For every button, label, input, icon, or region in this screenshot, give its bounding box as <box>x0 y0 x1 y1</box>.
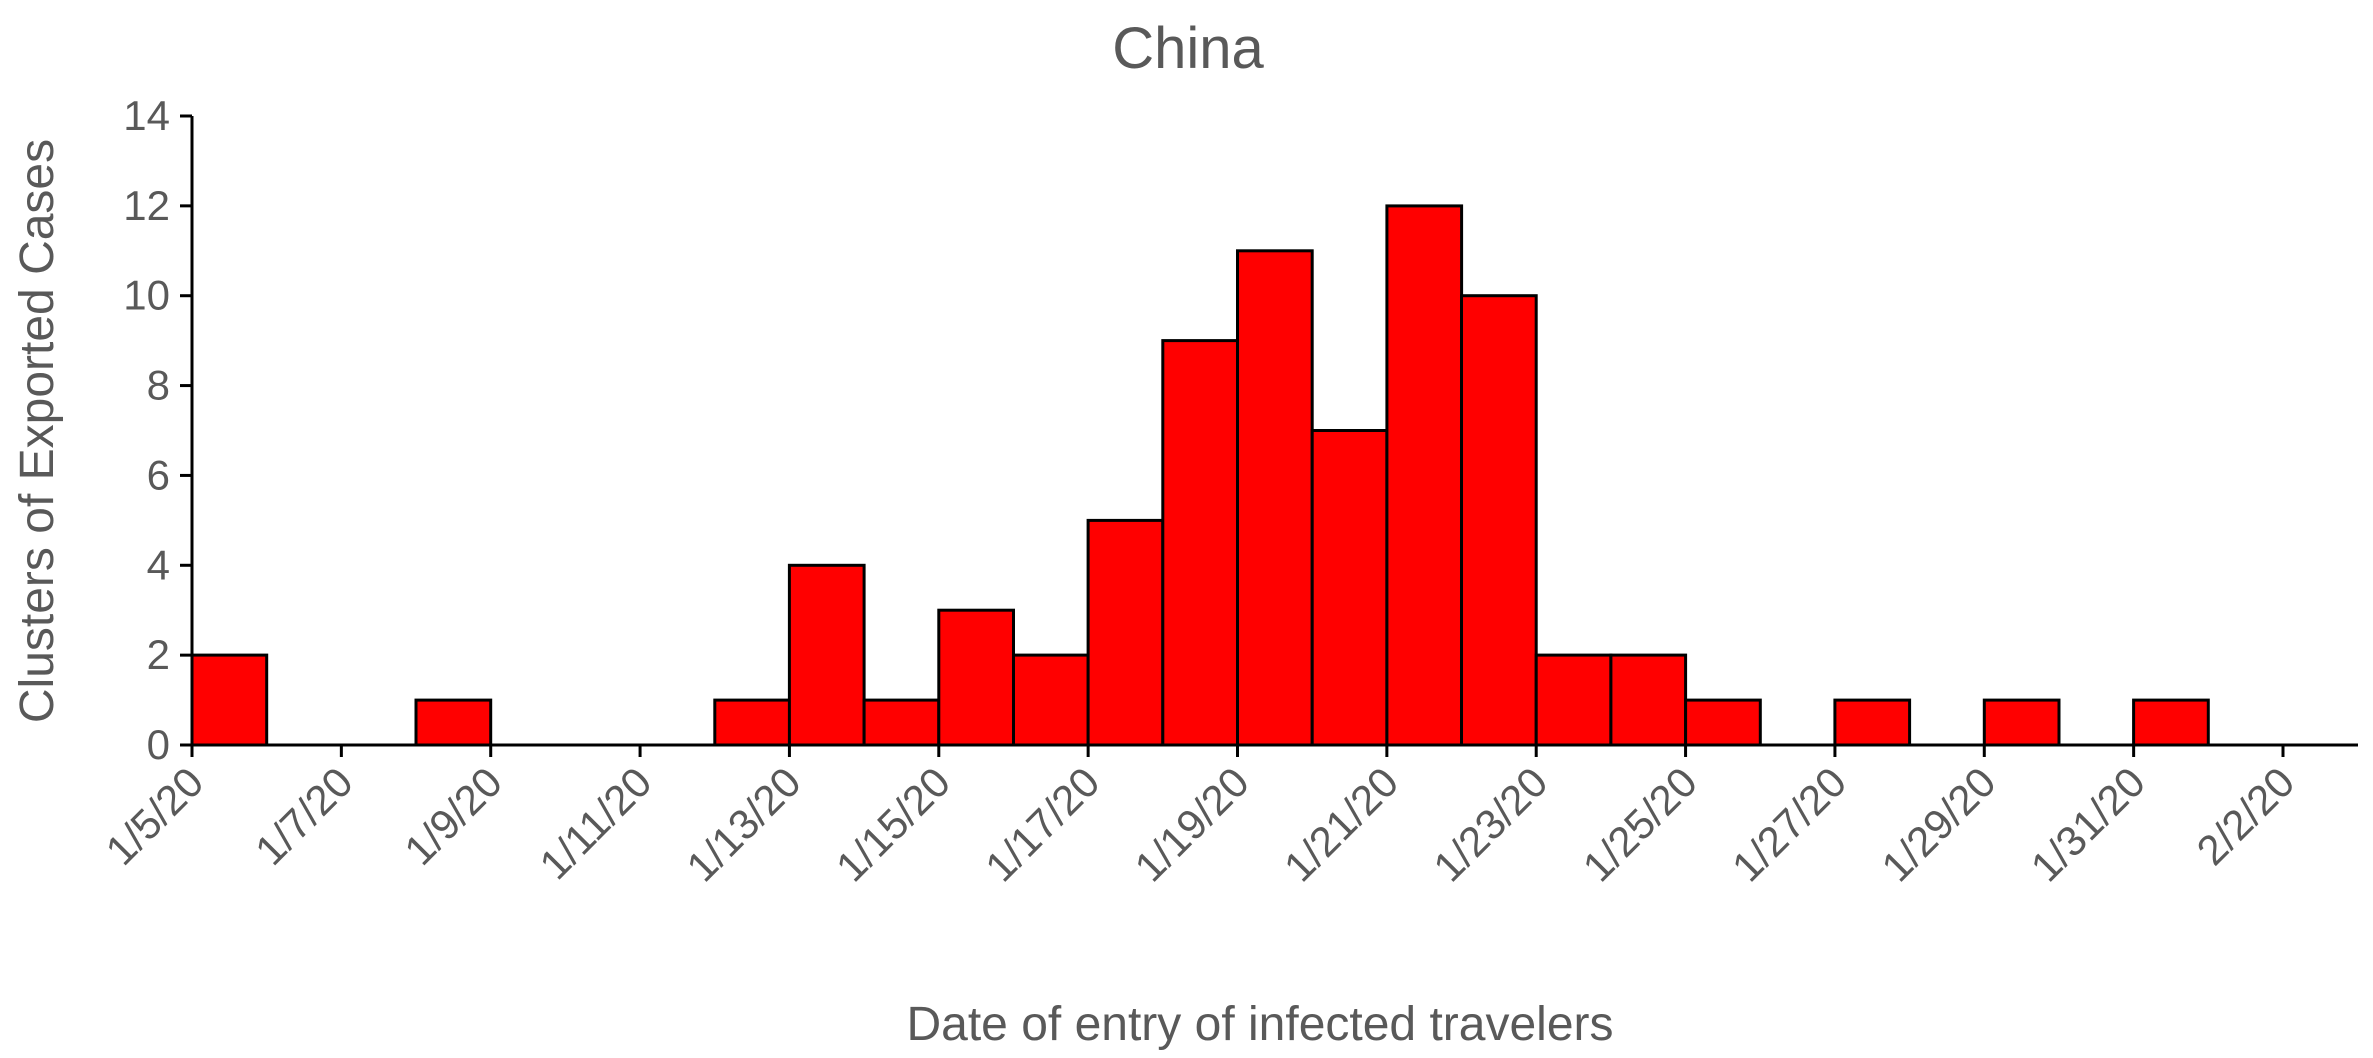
x-tick-label-0: 1/5/20 <box>97 758 213 874</box>
y-tick-label-1: 2 <box>147 631 170 678</box>
bar-21 <box>1684 698 1762 747</box>
y-ticks-group: 0 2 4 6 8 10 12 14 <box>123 92 192 768</box>
y-tick-label-5: 10 <box>123 272 170 319</box>
x-tick-label-7: 1/19/20 <box>1126 758 1258 890</box>
y-tick-label-7: 14 <box>123 92 170 139</box>
bar-15 <box>1236 249 1314 747</box>
bar-20 <box>1609 653 1688 747</box>
bar-12 <box>1012 653 1090 747</box>
y-tick-label-2: 4 <box>147 541 170 588</box>
chart-title: China <box>1112 16 1264 81</box>
bar-19 <box>1534 653 1613 747</box>
bar-11 <box>937 608 1015 747</box>
x-axis-label: Date of entry of infected travelers <box>906 998 1613 1051</box>
bar-17 <box>1385 204 1464 747</box>
bar-22 <box>1833 698 1912 747</box>
x-tick-label-8: 1/21/20 <box>1275 758 1407 890</box>
bar-23 <box>1982 698 2061 747</box>
x-ticks-group: 1/5/20 1/7/20 1/9/20 1/11/20 1/13/20 1/15/20 1… <box>97 745 2304 890</box>
x-tick-label-13: 1/31/20 <box>2022 758 2154 890</box>
y-tick-label-0: 0 <box>147 721 170 768</box>
x-tick-label-11: 1/27/20 <box>1723 758 1855 890</box>
bar-24 <box>2132 698 2210 747</box>
x-tick-label-1: 1/7/20 <box>246 758 362 874</box>
x-tick-label-3: 1/11/20 <box>530 758 660 888</box>
bar-1 <box>190 653 269 747</box>
x-tick-label-2: 1/9/20 <box>395 758 511 874</box>
y-tick-label-4: 8 <box>147 362 170 409</box>
x-tick-label-6: 1/17/20 <box>976 758 1108 890</box>
bar-13 <box>1086 518 1165 747</box>
x-tick-label-10: 1/25/20 <box>1574 758 1706 890</box>
x-tick-label-14: 2/2/20 <box>2188 758 2304 874</box>
bar-8 <box>787 563 866 747</box>
x-tick-label-5: 1/15/20 <box>827 758 959 890</box>
y-tick-label-3: 6 <box>147 451 170 498</box>
bar-7 <box>713 698 791 747</box>
bar-14 <box>1161 339 1240 747</box>
bar-3 <box>414 698 493 747</box>
bar-10 <box>862 698 941 747</box>
bar-16 <box>1310 429 1389 747</box>
y-axis-label: Clusters of Exported Cases <box>11 139 64 723</box>
x-tick-label-9: 1/23/20 <box>1424 758 1556 890</box>
x-tick-label-4: 1/13/20 <box>677 758 809 890</box>
x-tick-label-12: 1/29/20 <box>1872 758 2004 890</box>
y-tick-label-6: 12 <box>123 182 170 229</box>
bar-18 <box>1460 294 1538 747</box>
bars-group <box>190 204 2210 747</box>
